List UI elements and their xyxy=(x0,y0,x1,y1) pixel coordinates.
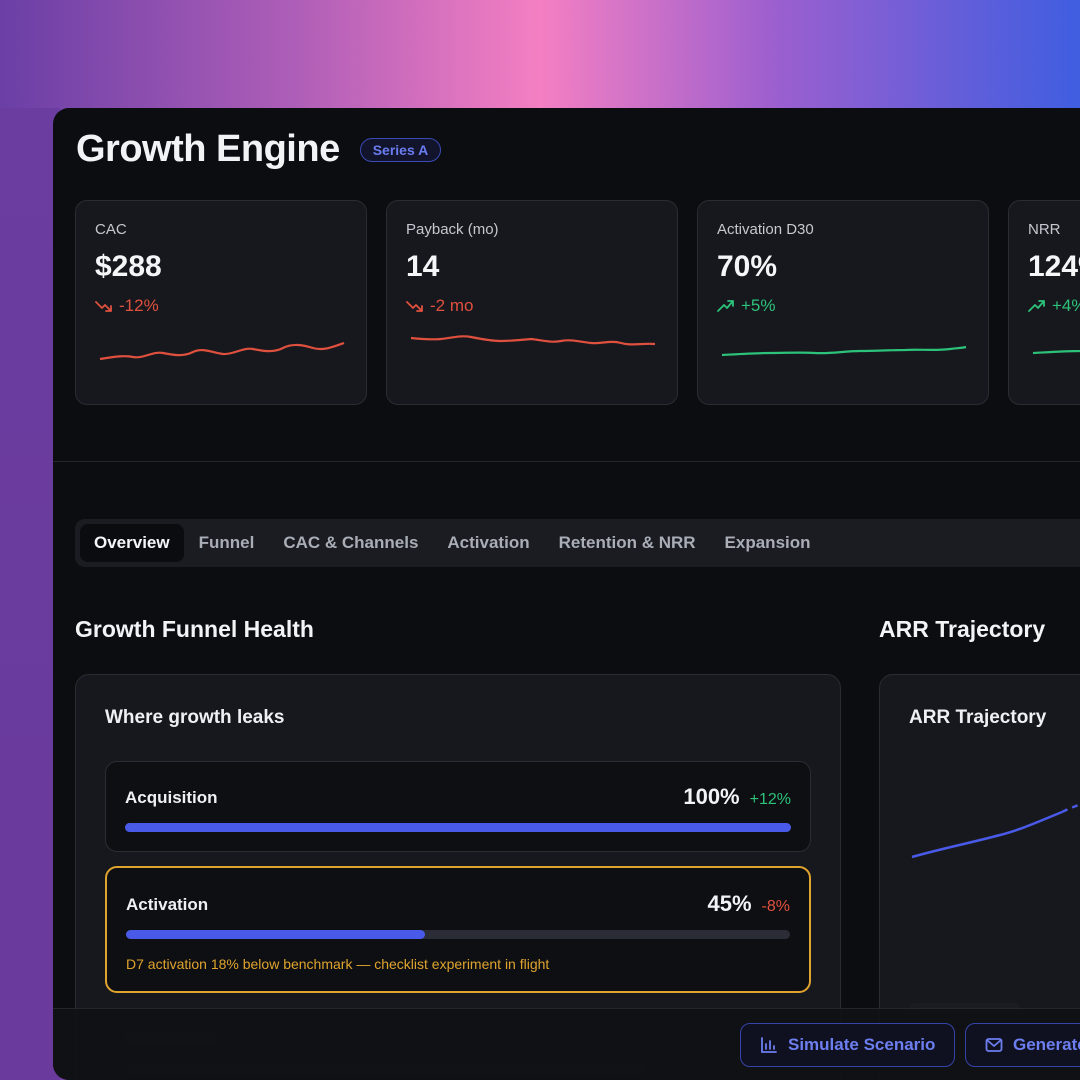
mail-icon xyxy=(985,1038,1003,1052)
funnel-stage-metrics: 100% +12% xyxy=(683,784,791,810)
tab-activation[interactable]: Activation xyxy=(447,533,530,552)
tab-expansion[interactable]: Expansion xyxy=(724,533,811,552)
kpi-card-activation[interactable]: Activation D30 70% +5% xyxy=(697,200,989,405)
tab-funnel[interactable]: Funnel xyxy=(198,533,255,552)
kpi-value: $288 xyxy=(95,250,162,283)
kpi-sparkline xyxy=(410,335,656,346)
kpi-delta: +5% xyxy=(717,296,969,316)
funnel-bar-track xyxy=(126,930,790,939)
app-window: Growth Engine Series A CAC $288 -12% Pay… xyxy=(53,108,1080,1080)
kpi-value: 14 xyxy=(406,250,440,283)
kpi-card-cac[interactable]: CAC $288 -12% xyxy=(75,200,367,405)
tab-bar: Overview Funnel CAC & Channels Activatio… xyxy=(75,519,1080,567)
stage-badge: Series A xyxy=(359,137,442,162)
trend-up-icon xyxy=(717,300,734,312)
funnel-stage-delta: +12% xyxy=(749,791,791,808)
kpi-value: 70% xyxy=(717,250,778,283)
funnel-stage-metrics: 45% -8% xyxy=(708,891,791,917)
funnel-stage-label: Activation xyxy=(126,895,209,914)
arr-panel-title: ARR Trajectory xyxy=(909,707,1047,728)
kpi-sparkline xyxy=(1032,349,1080,355)
arr-forecast-line xyxy=(1061,803,1080,814)
funnel-bar-track xyxy=(125,823,791,832)
bar-chart-icon xyxy=(761,1037,777,1053)
funnel-stage-label: Acquisition xyxy=(125,788,218,807)
funnel-stage-note: D7 activation 18% below benchmark — chec… xyxy=(126,956,550,972)
kpi-delta-value: +4% xyxy=(1052,296,1080,315)
kpi-label: CAC xyxy=(95,221,127,238)
funnel-row-activation[interactable]: Activation 45% -8% D7 activation 18% bel… xyxy=(105,866,811,993)
funnel-bar-fill xyxy=(125,823,791,832)
funnel-stage-pct: 45% xyxy=(707,891,752,916)
kpi-delta: -2 mo xyxy=(406,296,658,316)
tab-retention-nrr[interactable]: Retention & NRR xyxy=(558,533,696,552)
kpi-delta: +4% xyxy=(1028,296,1080,316)
kpi-card-nrr[interactable]: NRR 124% +4% xyxy=(1008,200,1080,405)
arr-section-title: ARR Trajectory xyxy=(879,616,1046,642)
kpi-value: 124% xyxy=(1028,250,1080,283)
simulate-scenario-button[interactable]: Simulate Scenario xyxy=(740,1023,956,1067)
tab-overview[interactable]: Overview xyxy=(80,524,184,562)
kpi-row: CAC $288 -12% Payback (mo) 14 -2 mo Acti… xyxy=(75,200,1080,405)
kpi-delta-value: -2 mo xyxy=(430,296,474,315)
tab-cac-channels[interactable]: CAC & Channels xyxy=(283,533,419,552)
arr-line-chart xyxy=(911,803,1080,859)
trend-down-icon xyxy=(95,301,112,312)
header: Growth Engine Series A xyxy=(76,128,442,171)
trend-up-icon xyxy=(1028,300,1045,312)
simulate-scenario-label: Simulate Scenario xyxy=(788,1035,936,1054)
page-title: Growth Engine xyxy=(76,128,340,170)
trend-down-icon xyxy=(406,301,423,312)
divider xyxy=(53,461,1080,462)
funnel-stage-pct: 100% xyxy=(683,784,740,809)
funnel-bar-fill xyxy=(126,930,425,939)
funnel-panel-title: Where growth leaks xyxy=(105,707,285,728)
kpi-delta-value: -12% xyxy=(119,296,159,315)
kpi-label: NRR xyxy=(1028,221,1061,238)
kpi-delta: -12% xyxy=(95,296,347,316)
kpi-sparkline xyxy=(99,341,345,361)
funnel-section-title: Growth Funnel Health xyxy=(75,616,314,642)
funnel-stage-delta: -8% xyxy=(761,898,790,915)
kpi-card-payback[interactable]: Payback (mo) 14 -2 mo xyxy=(386,200,678,405)
funnel-row-acquisition[interactable]: Acquisition 100% +12% xyxy=(105,761,811,852)
background xyxy=(0,108,60,1080)
arr-actual-line xyxy=(911,810,1063,859)
kpi-label: Activation D30 xyxy=(717,221,814,238)
kpi-sparkline xyxy=(721,345,967,357)
kpi-label: Payback (mo) xyxy=(406,221,499,238)
action-footer: Simulate Scenario Generate xyxy=(53,1008,1080,1080)
kpi-delta-value: +5% xyxy=(741,296,776,315)
generate-button[interactable]: Generate xyxy=(965,1023,1080,1067)
generate-label: Generate xyxy=(1013,1035,1080,1054)
